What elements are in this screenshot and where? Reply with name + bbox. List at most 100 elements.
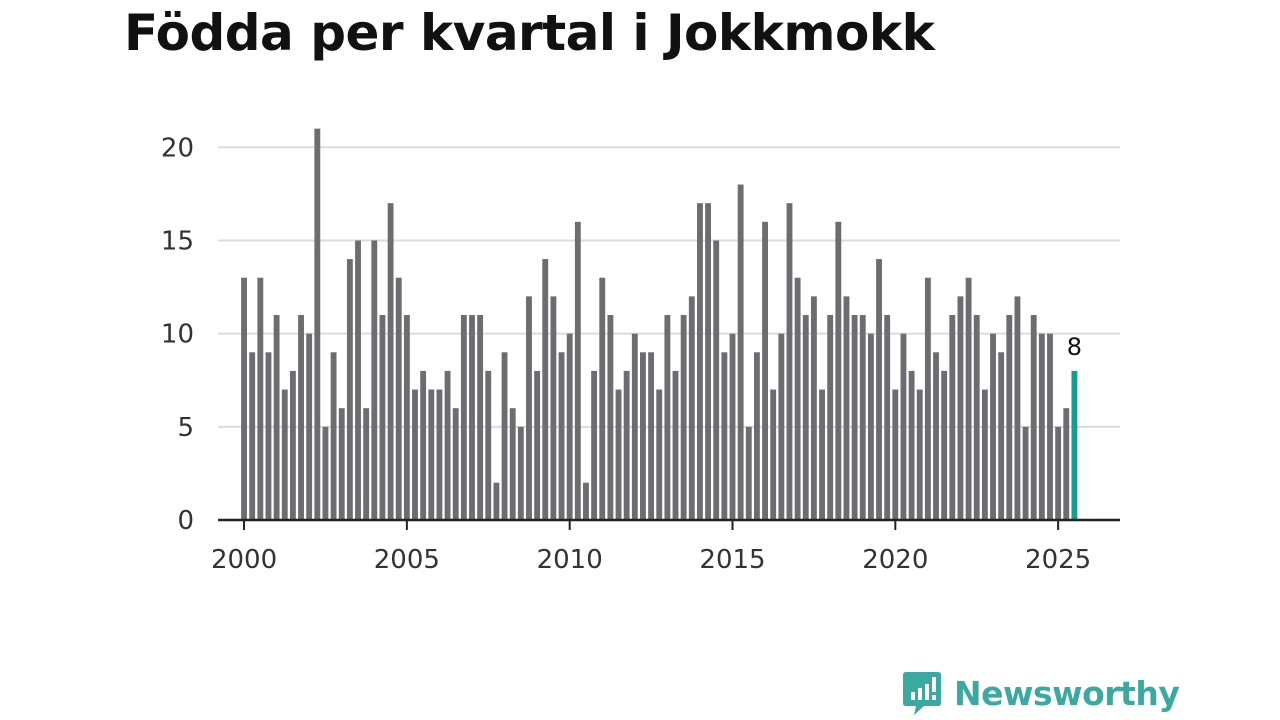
bar — [1030, 315, 1037, 520]
bar — [583, 482, 589, 520]
bar — [884, 315, 891, 520]
bar — [933, 352, 939, 520]
bar — [387, 203, 394, 520]
bar — [721, 352, 728, 520]
bar — [558, 352, 565, 520]
x-tick-label: 2000 — [211, 545, 277, 575]
bar-highlight — [1071, 370, 1078, 520]
bar — [363, 408, 370, 520]
bar — [827, 315, 834, 520]
bar — [574, 221, 581, 520]
bar — [241, 277, 247, 520]
bar — [900, 333, 907, 520]
bar — [990, 333, 996, 520]
bar — [965, 277, 972, 520]
bar — [379, 315, 386, 520]
bar — [526, 296, 532, 520]
bar — [876, 259, 882, 520]
chart-title: Födda per kvartal i Jokkmokk — [124, 4, 935, 62]
bar — [355, 240, 361, 521]
bar — [469, 315, 475, 520]
bar — [289, 370, 296, 520]
bar — [273, 315, 280, 520]
bar — [420, 370, 427, 520]
y-tick-label: 10 — [161, 320, 194, 350]
x-tick-label: 2010 — [537, 545, 603, 575]
bar — [623, 370, 630, 520]
bar — [778, 333, 785, 520]
bar — [794, 277, 801, 520]
bar — [867, 333, 874, 520]
bar — [403, 315, 410, 520]
bar — [843, 296, 850, 520]
bar — [1063, 408, 1070, 520]
bar — [916, 389, 923, 520]
bar — [330, 352, 337, 520]
bar — [509, 408, 516, 520]
bar — [550, 296, 557, 520]
bar — [346, 259, 353, 520]
bar — [412, 389, 418, 520]
bar — [664, 315, 671, 520]
bar — [941, 370, 948, 520]
bar — [892, 389, 899, 520]
bar — [729, 333, 736, 520]
bar — [338, 408, 345, 520]
bar — [737, 184, 744, 520]
bar — [485, 370, 492, 520]
bar — [444, 370, 451, 520]
bar — [607, 315, 614, 520]
bar — [436, 389, 443, 520]
newsworthy-logo: Newsworthy — [902, 670, 1180, 716]
bar — [314, 128, 321, 521]
bar — [802, 315, 809, 520]
bar — [949, 315, 956, 520]
bar — [745, 426, 752, 520]
bar — [851, 315, 858, 520]
bar — [460, 315, 467, 520]
bar — [762, 221, 768, 520]
bar — [599, 277, 606, 520]
bar — [1014, 296, 1021, 520]
bar — [753, 352, 760, 520]
bar — [713, 240, 720, 521]
bar — [591, 370, 598, 520]
bar — [924, 277, 931, 520]
bar — [477, 315, 484, 520]
bar — [615, 389, 622, 520]
axes — [218, 518, 1120, 530]
bar — [395, 277, 402, 520]
tick-labels: 0 5 10 15 20 8 2000 2005 2010 2015 2020 2025 — [161, 133, 1091, 575]
bar — [656, 389, 663, 520]
bar — [835, 221, 842, 520]
x-tick-label: 2015 — [699, 545, 765, 575]
bar — [517, 426, 524, 520]
bar — [981, 389, 988, 520]
bar — [452, 408, 459, 520]
bar — [501, 352, 508, 520]
bar — [908, 370, 915, 520]
bar — [770, 389, 777, 520]
bar — [281, 389, 288, 520]
brand-name: Newsworthy — [954, 673, 1180, 713]
bar — [640, 352, 646, 520]
y-tick-label: 15 — [161, 226, 194, 256]
bar — [631, 333, 638, 520]
bar — [697, 203, 703, 520]
bar — [648, 352, 655, 520]
bar — [265, 352, 272, 520]
bar — [1055, 426, 1062, 520]
bars — [241, 128, 1078, 521]
bar — [705, 203, 712, 520]
bar — [1022, 426, 1029, 520]
y-tick-label: 5 — [177, 413, 194, 443]
bar — [566, 333, 573, 520]
bar — [534, 370, 541, 520]
bar — [680, 315, 687, 520]
bar — [371, 240, 378, 521]
bar — [819, 389, 825, 520]
y-tick-label: 0 — [177, 506, 194, 536]
x-tick-label: 2005 — [374, 545, 440, 575]
bar — [1006, 315, 1013, 520]
bar — [257, 277, 264, 520]
